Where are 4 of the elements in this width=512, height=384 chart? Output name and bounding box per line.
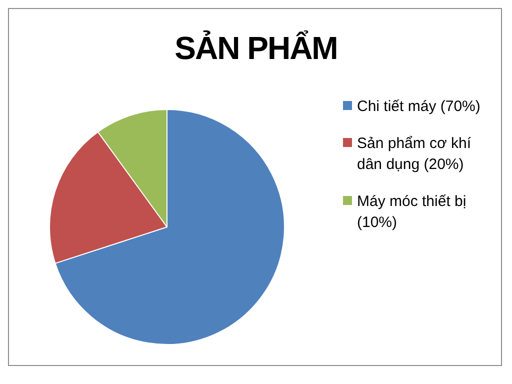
legend-label: Sản phẩm cơ khí dân dụng (20%) bbox=[357, 135, 472, 173]
legend-label: Máy móc thiết bị (10%) bbox=[357, 193, 466, 231]
legend-label: Chi tiết máy (70%) bbox=[357, 98, 480, 115]
chart-title: SẢN PHẨM bbox=[174, 30, 338, 67]
